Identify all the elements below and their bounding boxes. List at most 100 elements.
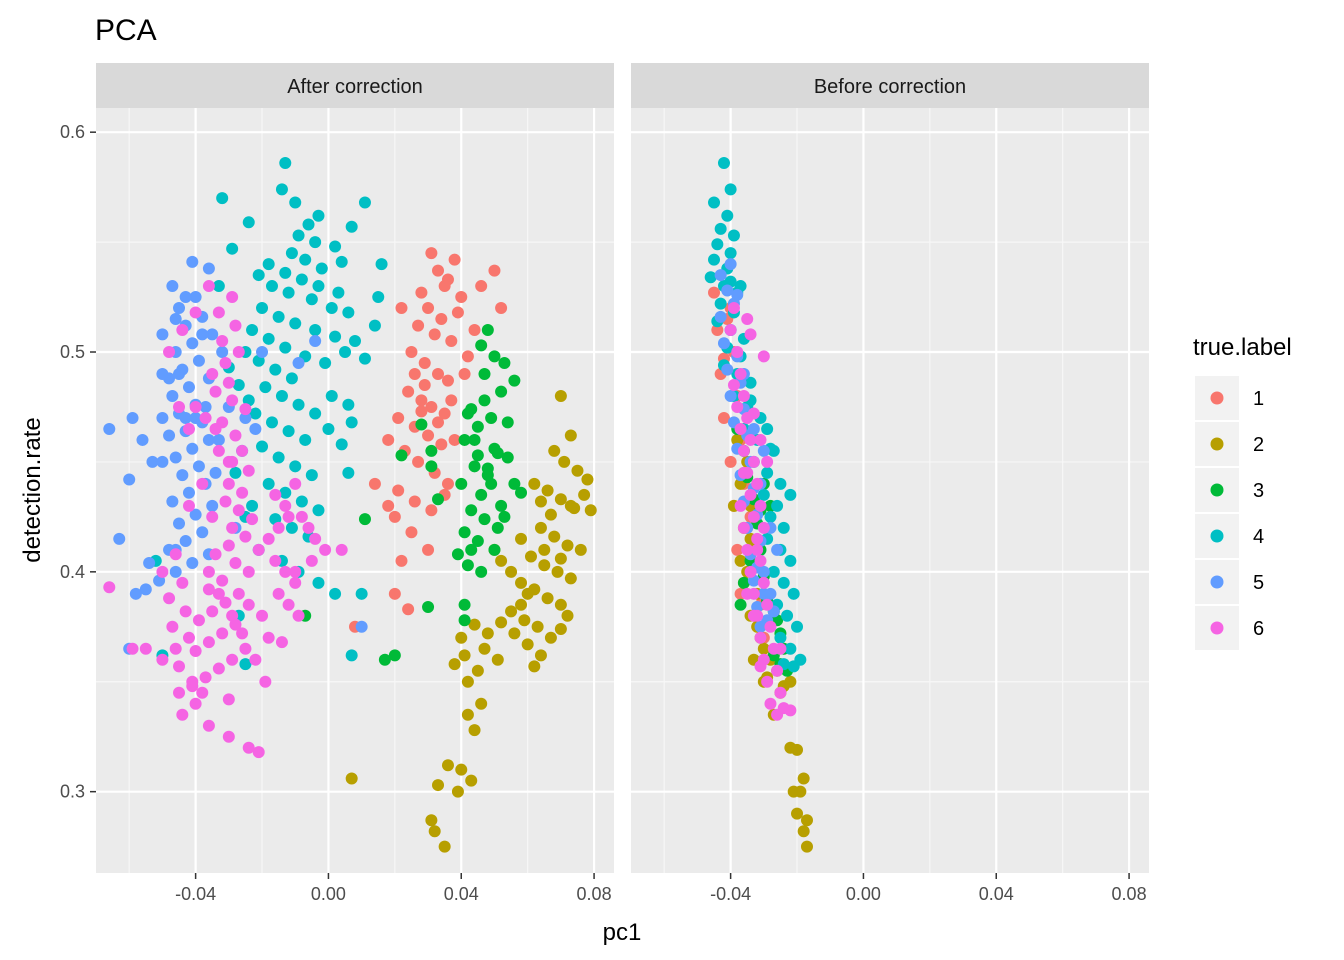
data-point-label-6 [236, 627, 249, 640]
data-point-label-5 [126, 411, 139, 424]
data-point-label-5 [747, 422, 760, 435]
data-point-label-5 [714, 269, 727, 282]
legend-swatch [1210, 575, 1224, 589]
data-point-label-6 [212, 587, 225, 600]
data-point-label-4 [345, 416, 358, 429]
data-point-label-1 [425, 400, 438, 413]
data-point-label-3 [478, 513, 491, 526]
data-point-label-2 [551, 565, 564, 578]
data-point-label-6 [724, 324, 737, 337]
data-point-label-6 [239, 530, 252, 543]
data-point-label-6 [731, 400, 744, 413]
data-point-label-4 [309, 407, 322, 420]
data-point-label-3 [495, 499, 508, 512]
facet-panel-2: Before correction -0.04 0.00 0.04 0.08 [631, 63, 1149, 904]
data-point-label-4 [335, 438, 348, 451]
data-point-label-6 [737, 444, 750, 457]
data-point-label-3 [461, 407, 474, 420]
data-point-label-2 [428, 825, 441, 838]
data-point-label-1 [455, 291, 468, 304]
data-point-label-5 [206, 328, 219, 341]
data-point-label-4 [246, 324, 259, 337]
data-point-label-1 [448, 433, 461, 446]
data-point-label-6 [784, 704, 797, 717]
x-tick-label: 0.00 [846, 884, 881, 904]
data-point-label-1 [475, 280, 488, 293]
data-point-label-6 [741, 313, 754, 326]
data-point-label-4 [312, 209, 325, 222]
data-point-label-2 [554, 622, 567, 635]
data-point-label-4 [345, 649, 358, 662]
data-point-label-2 [425, 814, 438, 827]
data-point-label-6 [202, 719, 215, 732]
data-point-label-6 [163, 346, 176, 359]
data-point-label-6 [242, 598, 255, 611]
data-point-label-2 [797, 772, 810, 785]
data-point-label-6 [279, 565, 292, 578]
data-point-label-6 [259, 675, 272, 688]
legend-swatch [1210, 621, 1224, 635]
data-point-label-6 [246, 513, 259, 526]
data-point-label-6 [206, 510, 219, 523]
facet-panel-1: After correction -0.04 0.00 0.04 0.08 0.3 0.4 0… [60, 63, 614, 904]
data-point-label-4 [292, 229, 305, 242]
data-point-label-1 [382, 433, 395, 446]
data-point-label-4 [355, 587, 368, 600]
data-point-label-4 [329, 587, 342, 600]
data-point-label-6 [232, 346, 245, 359]
data-point-label-6 [192, 614, 205, 627]
data-point-label-6 [757, 576, 770, 589]
data-point-label-4 [295, 495, 308, 508]
data-point-label-4 [292, 398, 305, 411]
data-point-label-4 [714, 222, 727, 235]
data-point-label-6 [747, 455, 760, 468]
data-point-label-6 [156, 565, 169, 578]
data-point-label-6 [189, 644, 202, 657]
data-point-label-4 [269, 363, 282, 376]
facet-strip-label: Before correction [814, 76, 966, 98]
legend-label: 1 [1253, 388, 1264, 410]
data-point-label-2 [541, 484, 554, 497]
data-point-label-1 [422, 543, 435, 556]
data-point-label-4 [279, 266, 292, 279]
data-point-label-6 [163, 592, 176, 605]
data-point-label-4 [757, 488, 770, 501]
data-point-label-1 [405, 346, 418, 359]
data-point-label-4 [335, 255, 348, 268]
data-point-label-6 [727, 378, 740, 391]
data-point-label-4 [329, 240, 342, 253]
data-point-label-3 [498, 357, 511, 369]
data-point-label-2 [554, 389, 567, 402]
data-point-label-2 [465, 774, 478, 787]
data-point-label-3 [478, 394, 491, 407]
data-point-label-5 [757, 444, 770, 457]
data-point-label-1 [432, 416, 445, 429]
data-point-label-2 [558, 455, 571, 468]
data-point-label-2 [468, 724, 481, 737]
data-point-label-6 [156, 653, 169, 666]
data-point-label-5 [239, 411, 252, 424]
data-point-label-4 [315, 262, 328, 275]
data-point-label-2 [345, 772, 358, 785]
data-point-label-1 [438, 280, 451, 293]
data-point-label-4 [212, 280, 225, 293]
data-point-label-2 [461, 708, 474, 721]
data-point-label-6 [256, 609, 269, 622]
data-point-label-6 [302, 521, 315, 534]
data-point-label-6 [747, 609, 760, 622]
data-point-label-3 [485, 477, 498, 490]
data-point-label-2 [581, 473, 594, 486]
data-point-label-2 [432, 779, 445, 792]
data-point-label-1 [731, 543, 744, 556]
data-point-label-4 [329, 330, 342, 343]
data-point-label-3 [422, 601, 435, 614]
data-point-label-4 [717, 156, 730, 169]
data-point-label-4 [761, 422, 774, 435]
data-point-label-6 [741, 587, 754, 600]
y-tick-label: 0.3 [60, 782, 85, 802]
data-point-label-4 [252, 269, 265, 282]
facet-strip-label: After correction [287, 76, 423, 98]
data-point-label-6 [196, 686, 209, 699]
data-point-label-6 [744, 328, 757, 341]
data-point-label-4 [727, 229, 740, 242]
